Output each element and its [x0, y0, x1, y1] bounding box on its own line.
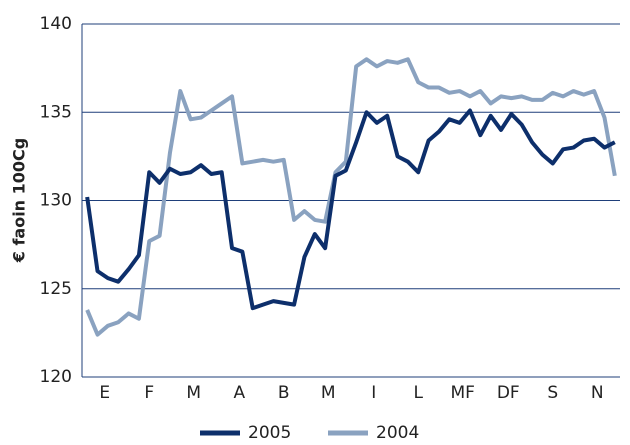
x-tick-label: S — [547, 383, 558, 403]
series-line — [85, 57, 617, 337]
y-tick-label: 135 — [40, 102, 72, 122]
legend-label: 2004 — [376, 423, 419, 443]
x-tick-label: N — [591, 383, 604, 403]
x-tick-label: A — [233, 383, 245, 403]
y-tick-label: 125 — [40, 279, 72, 299]
y-tick-label: 130 — [40, 191, 72, 211]
x-tick-label: F — [144, 383, 154, 403]
y-tick-label: 120 — [40, 367, 72, 387]
series-line — [85, 108, 616, 311]
x-tick-label: MF — [451, 383, 475, 403]
x-tick-label: DF — [497, 383, 520, 403]
x-tick-label: I — [371, 383, 376, 403]
x-tick-label: M — [321, 383, 336, 403]
x-tick-label: E — [99, 383, 110, 403]
legend-label: 2005 — [248, 423, 291, 443]
x-tick-label: M — [186, 383, 201, 403]
x-tick-label: B — [278, 383, 290, 403]
y-tick-label: 140 — [40, 14, 72, 34]
x-tick-label: L — [414, 383, 424, 403]
y-axis-label: € faoin 100Cg — [10, 138, 29, 264]
